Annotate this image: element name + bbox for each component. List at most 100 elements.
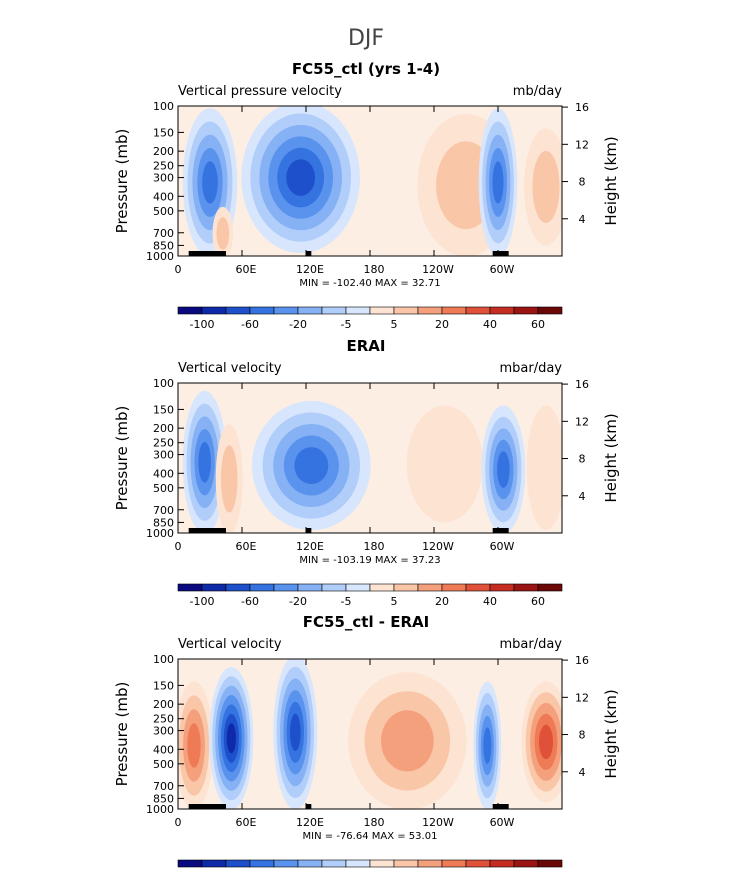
colorbar-swatch	[513, 583, 539, 592]
colorbar-label: -100	[190, 318, 215, 331]
field-layer	[178, 659, 562, 809]
colorbar-swatch	[273, 859, 299, 868]
colorbar-swatch	[321, 306, 347, 315]
contour-1-5	[202, 161, 218, 204]
colorbar-label: 40	[483, 318, 497, 331]
pressure-axis-label: Pressure (mb)	[113, 682, 131, 787]
colorbar-swatch	[249, 583, 275, 592]
colorbar-label: 5	[391, 595, 398, 608]
colorbar-swatch	[321, 583, 347, 592]
figure-title: DJF	[348, 26, 384, 51]
colorbar-swatch	[441, 306, 467, 315]
colorbar-swatch	[177, 859, 203, 868]
y-tick-label: 400	[153, 467, 174, 480]
y-tick-label: 200	[153, 698, 174, 711]
topography-3	[492, 804, 509, 809]
colorbar-label: 40	[483, 595, 497, 608]
right-tick-label: 4	[579, 766, 586, 779]
colorbar-swatch	[201, 306, 227, 315]
y-tick-label: 500	[153, 758, 174, 771]
panel-title: FC55_ctl - ERAI	[303, 613, 430, 631]
y-tick-label: 500	[153, 482, 174, 495]
contour-5-5	[483, 727, 492, 764]
y-tick-label: 200	[153, 145, 174, 158]
y-tick-label: 300	[153, 449, 174, 462]
y-tick-label: 100	[153, 100, 174, 113]
colorbar-swatch	[489, 306, 515, 315]
field-layer	[182, 106, 562, 256]
y-tick-label: 700	[153, 227, 174, 240]
colorbar-swatch	[345, 583, 371, 592]
x-tick-label: 120W	[422, 540, 454, 553]
y-tick-label: 850	[153, 239, 174, 252]
right-tick-label: 8	[579, 729, 586, 742]
colorbar-swatch	[369, 859, 395, 868]
x-tick-label: 60E	[236, 816, 257, 829]
panel-title: ERAI	[347, 337, 386, 355]
topography-1	[188, 804, 226, 809]
x-tick-label: 60W	[490, 540, 515, 553]
x-tick-label: 0	[175, 816, 182, 829]
colorbar-label: 5	[391, 318, 398, 331]
panel-1: FC55_ctl (yrs 1-4) Vertical pressure velo…	[113, 60, 620, 331]
right-tick-label: 8	[579, 453, 586, 466]
contour-5-2	[532, 150, 560, 223]
x-tick-label: 0	[175, 540, 182, 553]
right-tick-label: 12	[575, 415, 589, 428]
topography-3	[492, 251, 509, 256]
min-max-stats: MIN = -76.64 MAX = 53.01	[303, 831, 438, 842]
topography-2	[306, 528, 312, 533]
right-tick-label: 12	[575, 138, 589, 151]
topography-1	[188, 251, 226, 256]
y-tick-label: 850	[153, 516, 174, 529]
colorbar-swatch	[537, 306, 563, 315]
contour-3-5	[294, 447, 329, 484]
colorbar-swatch	[249, 306, 275, 315]
colorbar-label: -5	[341, 595, 352, 608]
y-tick-label: 700	[153, 504, 174, 517]
colorbar-swatch	[273, 583, 299, 592]
colorbar: -100 -60 -20 -5 5 20 40 60	[177, 583, 563, 608]
colorbar-swatch	[489, 859, 515, 868]
x-tick-label: 180	[364, 263, 385, 276]
topography-2	[306, 804, 312, 809]
colorbar-swatch	[465, 859, 491, 868]
colorbar-label: -20	[289, 595, 307, 608]
colorbar-swatch	[225, 859, 251, 868]
variable-label: Vertical velocity	[178, 361, 282, 376]
y-tick-label: 400	[153, 190, 174, 203]
right-tick-label: 8	[579, 176, 586, 189]
x-tick-label: 60E	[236, 540, 257, 553]
contour-2-7	[226, 723, 236, 754]
variable-label: Vertical pressure velocity	[178, 84, 342, 99]
colorbar-swatch	[321, 859, 347, 868]
colorbar-swatch	[369, 583, 395, 592]
colorbar-swatch	[465, 306, 491, 315]
colorbar-label: 20	[435, 595, 449, 608]
x-tick-label: 120E	[296, 816, 324, 829]
field-layer	[182, 390, 562, 533]
y-tick-label: 1000	[146, 250, 174, 263]
colorbar-swatch	[393, 859, 419, 868]
colorbar-swatch	[393, 583, 419, 592]
y-tick-label: 500	[153, 205, 174, 218]
pressure-axis-label: Pressure (mb)	[113, 406, 131, 511]
x-tick-label: 120W	[422, 816, 454, 829]
panel-title: FC55_ctl (yrs 1-4)	[292, 60, 440, 78]
colorbar-swatch	[345, 859, 371, 868]
contour-2-6	[286, 159, 316, 196]
colorbar-swatch	[249, 859, 275, 868]
colorbar-label: 60	[531, 595, 545, 608]
right-tick-label: 16	[575, 654, 589, 667]
height-axis-label: Height (km)	[602, 413, 620, 502]
colorbar-swatch	[489, 583, 515, 592]
right-tick-label: 12	[575, 691, 589, 704]
colorbar-swatch	[225, 583, 251, 592]
x-tick-label: 60W	[490, 816, 515, 829]
y-tick-label: 700	[153, 780, 174, 793]
contour-4-1	[406, 405, 483, 523]
right-tick-label: 4	[579, 490, 586, 503]
colorbar-label: 20	[435, 318, 449, 331]
colorbar-swatch	[177, 583, 203, 592]
